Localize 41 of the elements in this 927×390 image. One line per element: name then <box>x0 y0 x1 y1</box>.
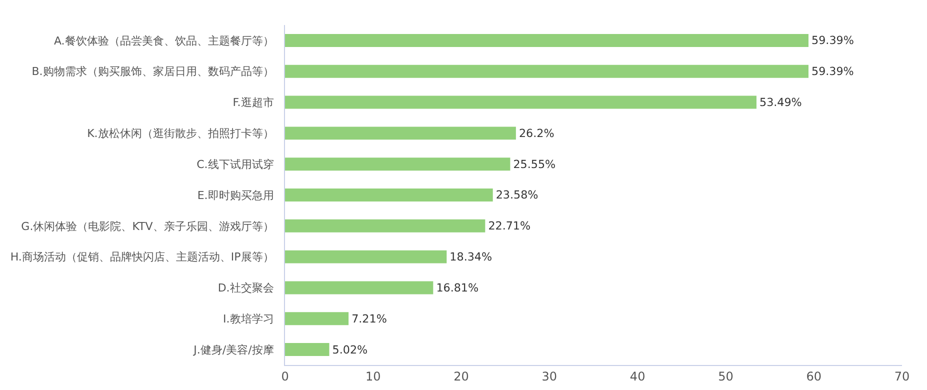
data-label: 25.55% <box>513 158 556 171</box>
x-tick-label: 20 <box>454 369 469 384</box>
bar <box>285 219 486 232</box>
y-tick-label: K.放松休闲（逛街散步、拍照打卡等） <box>87 127 274 140</box>
y-tick-label: A.餐饮体验（品尝美食、饮品、主题餐厅等） <box>54 34 274 48</box>
data-label: 59.39% <box>812 34 854 48</box>
x-tick-label: 10 <box>366 369 381 384</box>
bar <box>285 126 516 140</box>
y-tick-label: I.教培学习 <box>223 312 274 326</box>
x-tick-label: 60 <box>806 369 822 384</box>
bar <box>285 34 808 47</box>
data-label: 7.21% <box>352 312 387 326</box>
bar <box>285 96 756 109</box>
bar <box>285 343 330 356</box>
bar <box>285 64 808 78</box>
bar <box>285 188 493 202</box>
y-tick-label: H.商场活动（促销、品牌快闪店、主题活动、IP展等） <box>10 250 274 264</box>
x-tick-label: 30 <box>542 369 558 384</box>
data-label: 22.71% <box>488 220 531 233</box>
y-tick-label: D.社交聚会 <box>218 282 274 295</box>
x-tick-label: 0 <box>281 369 289 384</box>
data-label: 53.49% <box>760 96 802 109</box>
data-label: 26.2% <box>518 126 554 140</box>
x-tick-label: 40 <box>630 369 646 384</box>
data-label: 59.39% <box>812 65 854 78</box>
bar <box>285 158 510 171</box>
bar <box>285 250 447 264</box>
x-tick-label: 50 <box>718 369 734 384</box>
y-tick-label: G.休闲体验（电影院、KTV、亲子乐园、游戏厅等） <box>21 220 274 233</box>
x-tick-label: 70 <box>894 369 910 384</box>
data-label: 16.81% <box>436 281 479 294</box>
y-tick-label: J.健身/美容/按摩 <box>192 343 274 356</box>
y-tick-label: B.购物需求（购买服饰、家居日用、数码产品等） <box>32 65 274 78</box>
data-label: 23.58% <box>496 188 538 202</box>
y-tick-label: E.即时购买急用 <box>197 188 274 202</box>
y-tick-label: F.逛超市 <box>232 96 274 110</box>
data-label: 5.02% <box>332 343 368 356</box>
y-tick-label: C.线下试用试穿 <box>196 158 274 171</box>
data-label: 18.34% <box>450 250 492 264</box>
bar <box>285 281 434 294</box>
bar <box>285 312 349 326</box>
